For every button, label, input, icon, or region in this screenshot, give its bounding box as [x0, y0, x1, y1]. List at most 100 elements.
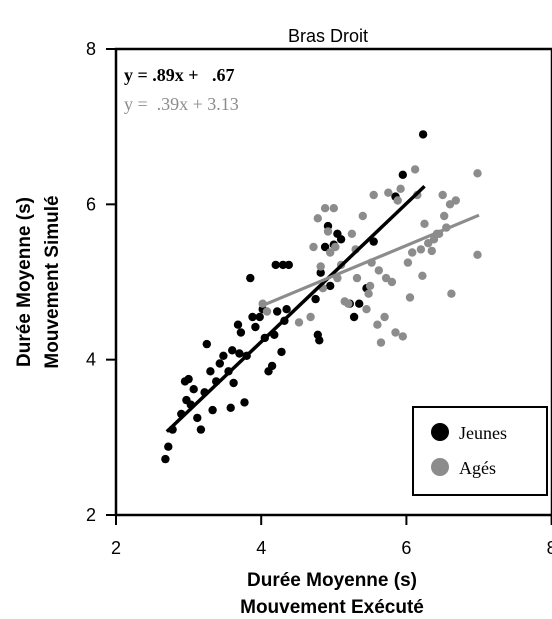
point-jeunes: [248, 312, 257, 322]
point-jeunes: [251, 322, 260, 332]
regression-line-ages: [260, 213, 480, 308]
y-axis-label-line-1: Durée Moyenne (s): [14, 197, 35, 367]
point-jeunes: [236, 328, 246, 337]
regression-lines: [165, 185, 480, 433]
point-jeunes: [267, 361, 277, 371]
legend-label-jeunes: Jeunes: [459, 423, 507, 443]
point-ages: [398, 332, 407, 341]
point-jeunes: [273, 307, 282, 316]
point-ages: [326, 248, 335, 257]
point-ages: [347, 229, 357, 238]
point-ages: [410, 165, 420, 174]
regression-label-jeunes: y = .89x + .67: [124, 65, 235, 85]
point-jeunes: [219, 351, 228, 360]
y-tick-label: 6: [86, 194, 96, 214]
point-ages: [391, 328, 400, 337]
point-jeunes: [206, 367, 215, 376]
point-jeunes: [282, 305, 291, 314]
point-ages: [473, 250, 482, 259]
point-ages: [380, 312, 389, 322]
point-jeunes: [278, 260, 288, 270]
point-jeunes: [229, 378, 238, 388]
point-ages: [329, 204, 338, 213]
regression-line-jeunes: [165, 185, 426, 433]
x-axis-label-line-1: Durée Moyenne (s): [247, 570, 417, 591]
point-ages: [408, 248, 417, 257]
legend: Jeunes Agés: [412, 406, 548, 496]
x-tick-label: 2: [111, 538, 121, 558]
point-jeunes: [233, 320, 243, 329]
point-jeunes: [355, 299, 364, 308]
point-jeunes: [164, 442, 173, 451]
point-ages: [393, 196, 402, 205]
point-ages: [316, 262, 325, 271]
y-tick-label: 4: [86, 350, 96, 370]
point-jeunes: [189, 385, 198, 394]
point-jeunes: [284, 260, 293, 270]
point-ages: [313, 214, 322, 223]
point-jeunes: [320, 242, 330, 252]
point-ages: [427, 246, 436, 256]
point-jeunes: [271, 260, 280, 270]
point-jeunes: [311, 294, 320, 304]
x-tick-label: 8: [547, 538, 552, 558]
point-ages: [374, 266, 383, 275]
point-ages: [387, 277, 397, 287]
x-axis: 2 4 6 8: [111, 515, 552, 558]
point-jeunes: [235, 349, 244, 358]
point-jeunes: [202, 339, 211, 349]
point-ages: [309, 242, 318, 252]
point-ages: [396, 184, 405, 193]
point-jeunes: [161, 454, 170, 464]
point-ages: [384, 188, 393, 197]
point-ages: [294, 318, 304, 327]
point-jeunes: [228, 346, 237, 355]
point-ages: [323, 227, 333, 236]
legend-marker-ages: [431, 458, 449, 476]
point-ages: [352, 273, 362, 283]
point-ages: [451, 196, 460, 205]
point-jeunes: [418, 130, 428, 139]
plot-frame: [114, 47, 552, 517]
point-ages: [473, 169, 482, 178]
point-ages: [447, 289, 456, 298]
point-jeunes: [240, 398, 249, 407]
x-axis-label: Durée Moyenne (s) Mouvement Exécuté: [240, 570, 424, 618]
point-jeunes: [349, 312, 359, 322]
point-jeunes: [215, 359, 224, 368]
point-ages: [403, 258, 413, 267]
point-jeunes: [193, 413, 202, 423]
point-ages: [365, 281, 375, 291]
y-axis: 2 4 6 8: [86, 39, 116, 525]
point-jeunes: [336, 235, 346, 244]
point-jeunes: [196, 425, 206, 434]
point-ages: [373, 320, 382, 329]
point-jeunes: [315, 336, 324, 345]
point-jeunes: [369, 237, 378, 246]
point-jeunes: [246, 273, 255, 283]
point-ages: [418, 271, 427, 280]
point-ages: [416, 245, 426, 254]
point-jeunes: [316, 268, 325, 277]
x-tick-label: 4: [256, 538, 266, 558]
point-ages: [262, 307, 272, 316]
point-jeunes: [255, 312, 264, 322]
legend-label-ages: Agés: [459, 458, 496, 478]
y-axis-label-line-2: Mouvement Simulé: [42, 195, 63, 368]
point-ages: [440, 211, 449, 221]
legend-marker-jeunes: [431, 423, 449, 441]
point-ages: [331, 242, 340, 252]
point-ages: [358, 211, 367, 221]
point-ages: [420, 219, 429, 228]
y-axis-label: Durée Moyenne (s) Mouvement Simulé: [14, 195, 63, 368]
point-ages: [438, 190, 447, 200]
point-ages: [376, 338, 386, 347]
point-jeunes: [184, 374, 193, 384]
point-jeunes: [208, 405, 217, 415]
point-jeunes: [277, 347, 286, 357]
y-tick-label: 2: [86, 505, 96, 525]
chart-title: Bras Droit: [288, 26, 368, 46]
x-tick-label: 6: [401, 538, 411, 558]
x-axis-label-line-2: Mouvement Exécuté: [240, 597, 424, 618]
